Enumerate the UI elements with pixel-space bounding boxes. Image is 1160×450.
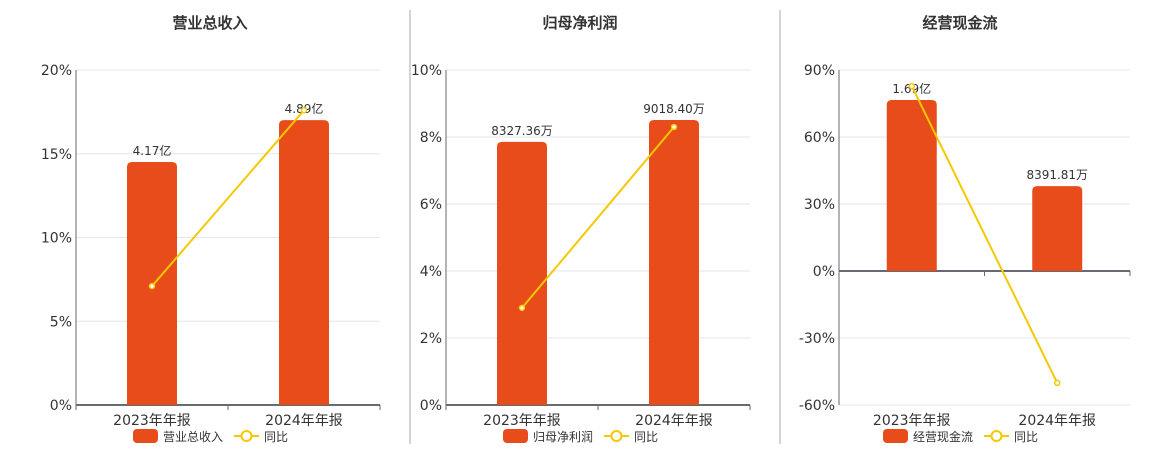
legend-bar-swatch[interactable] (883, 429, 908, 443)
x-category-label: 2023年年报 (873, 413, 951, 429)
chart-panel-3: 经营现金流-60%-30%0%30%60%90%2023年年报1.69亿2024… (799, 14, 1131, 444)
chart-title: 经营现金流 (922, 14, 997, 32)
bar[interactable] (497, 141, 547, 405)
x-category-label: 2023年年报 (483, 413, 561, 429)
yoy-point[interactable] (1054, 379, 1061, 387)
y-tick-label: 30% (804, 197, 835, 213)
bar-value-label: 8391.81万 (1026, 168, 1088, 182)
y-tick-label: 2% (420, 331, 442, 347)
x-category-label: 2024年年报 (1018, 413, 1096, 429)
legend-line-label[interactable]: 同比 (1014, 430, 1038, 444)
y-tick-label: 8% (420, 130, 442, 146)
y-tick-label: 0% (813, 264, 835, 280)
yoy-line (151, 109, 305, 287)
y-tick-label: 6% (420, 197, 442, 213)
legend: 归母净利润 同比 (503, 429, 658, 444)
legend-bar-swatch[interactable] (133, 429, 158, 443)
chart-panel-1: 营业总收入0%5%10%15%20%2023年年报4.17亿2024年年报4.8… (41, 14, 381, 444)
legend-line-label[interactable]: 同比 (634, 430, 658, 444)
y-tick-label: 90% (804, 63, 835, 79)
legend-bar-label[interactable]: 归母净利润 (533, 430, 593, 444)
y-tick-label: 0% (420, 398, 442, 414)
x-category-label: 2024年年报 (265, 413, 343, 429)
legend-bar-label[interactable]: 经营现金流 (913, 429, 973, 444)
yoy-point[interactable] (518, 304, 526, 312)
yoy-line (521, 126, 675, 309)
legend: 经营现金流 同比 (883, 429, 1038, 444)
y-tick-label: 60% (804, 130, 835, 146)
bar[interactable] (886, 100, 937, 271)
chart-title: 归母净利润 (542, 14, 617, 32)
yoy-point[interactable] (670, 123, 678, 131)
legend-line-marker (610, 430, 623, 442)
yoy-point[interactable] (908, 82, 915, 90)
yoy-line (910, 85, 1059, 384)
x-category-label: 2023年年报 (113, 413, 191, 429)
yoy-point[interactable] (148, 282, 156, 290)
y-tick-label: 4% (420, 264, 442, 280)
y-tick-label: 20% (41, 63, 72, 79)
bar-value-label: 4.17亿 (133, 143, 172, 158)
chart-panel-2: 归母净利润 0% 2% 4% 6% 8% 10% 2023年年报 8327.36万 2024年年报… (411, 14, 751, 444)
x-category-label: 2024年年报 (635, 413, 713, 429)
legend-bar-swatch[interactable] (503, 429, 528, 443)
y-tick-label: 10% (41, 231, 72, 247)
legend-line-marker (240, 430, 253, 442)
legend-line-marker (990, 430, 1003, 442)
chart-title: 营业总收入 (172, 14, 247, 32)
bar[interactable] (649, 119, 699, 405)
y-tick-label: 10% (411, 63, 442, 79)
y-tick-label: -60% (799, 398, 835, 414)
bar[interactable] (1032, 186, 1083, 271)
yoy-point[interactable] (300, 106, 308, 114)
legend-bar-label[interactable]: 营业总收入 (163, 430, 223, 444)
legend: 营业总收入 同比 (133, 429, 288, 444)
y-tick-label: 15% (41, 147, 72, 163)
bar-value-label: 9018.40万 (643, 102, 705, 116)
legend-line-label[interactable]: 同比 (264, 430, 288, 444)
y-tick-label: -30% (799, 331, 835, 347)
y-tick-label: 5% (50, 314, 72, 330)
bar[interactable] (279, 120, 329, 406)
bar-value-label: 8327.36万 (491, 124, 553, 138)
y-tick-label: 0% (50, 398, 72, 414)
